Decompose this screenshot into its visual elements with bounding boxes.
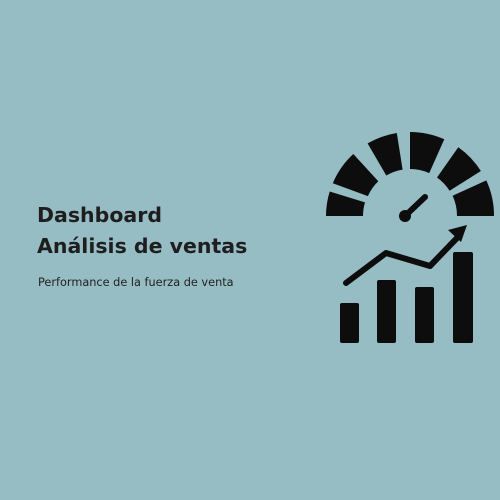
growth-bar-4 [453,252,473,343]
gauge-hub [399,210,411,222]
gauge-segment-6 [452,180,495,216]
gauge-segment-4 [410,132,445,174]
page-subtitle: Performance de la fuerza de venta [38,276,234,289]
gauge-segment-2 [332,154,379,197]
trend-line [343,235,460,286]
gauge-segment-1 [326,191,365,216]
sales-dashboard-icon [326,132,495,343]
gauge-segment-5 [437,147,481,191]
title-line-dashboard: Dashboard [37,203,163,227]
page-title: Dashboard Análisis de ventas [37,200,287,262]
title-line-sales-analysis: Análisis de ventas [37,234,248,258]
growth-bar-3 [415,287,434,343]
growth-bar-2 [377,280,396,343]
gauge-segment-3 [367,133,403,176]
growth-bar-1 [340,303,359,343]
trend-arrow-head [448,225,467,242]
